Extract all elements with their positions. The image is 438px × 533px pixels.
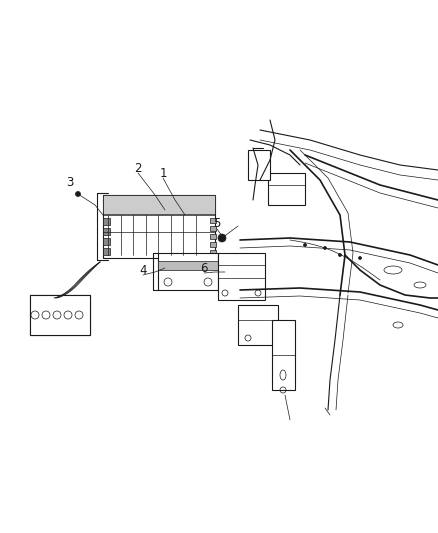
- Bar: [103, 195, 215, 258]
- Circle shape: [218, 234, 226, 242]
- Text: 6: 6: [200, 262, 208, 274]
- Circle shape: [75, 191, 81, 197]
- Bar: [218, 253, 265, 300]
- Bar: [210, 226, 216, 231]
- Bar: [103, 218, 110, 225]
- Ellipse shape: [384, 266, 402, 274]
- Bar: [248, 150, 270, 180]
- Text: 2: 2: [134, 161, 142, 174]
- Bar: [30, 295, 90, 335]
- Bar: [268, 173, 305, 205]
- Text: 1: 1: [159, 166, 167, 180]
- Bar: [103, 228, 110, 235]
- Bar: [272, 320, 295, 390]
- Bar: [103, 248, 110, 255]
- Bar: [210, 250, 216, 255]
- Bar: [158, 261, 218, 270]
- Text: 3: 3: [66, 175, 74, 189]
- Bar: [210, 242, 216, 247]
- Ellipse shape: [280, 370, 286, 380]
- Text: 4: 4: [139, 263, 147, 277]
- Bar: [30, 295, 90, 335]
- Ellipse shape: [414, 282, 426, 288]
- Text: 5: 5: [213, 217, 221, 230]
- Bar: [238, 305, 278, 345]
- Bar: [210, 218, 216, 223]
- Circle shape: [339, 254, 342, 256]
- Bar: [103, 238, 110, 245]
- Ellipse shape: [393, 322, 403, 328]
- Circle shape: [358, 256, 361, 260]
- Bar: [210, 234, 216, 239]
- Circle shape: [304, 244, 307, 246]
- Bar: [158, 253, 218, 290]
- Circle shape: [324, 246, 326, 249]
- Bar: [103, 195, 215, 214]
